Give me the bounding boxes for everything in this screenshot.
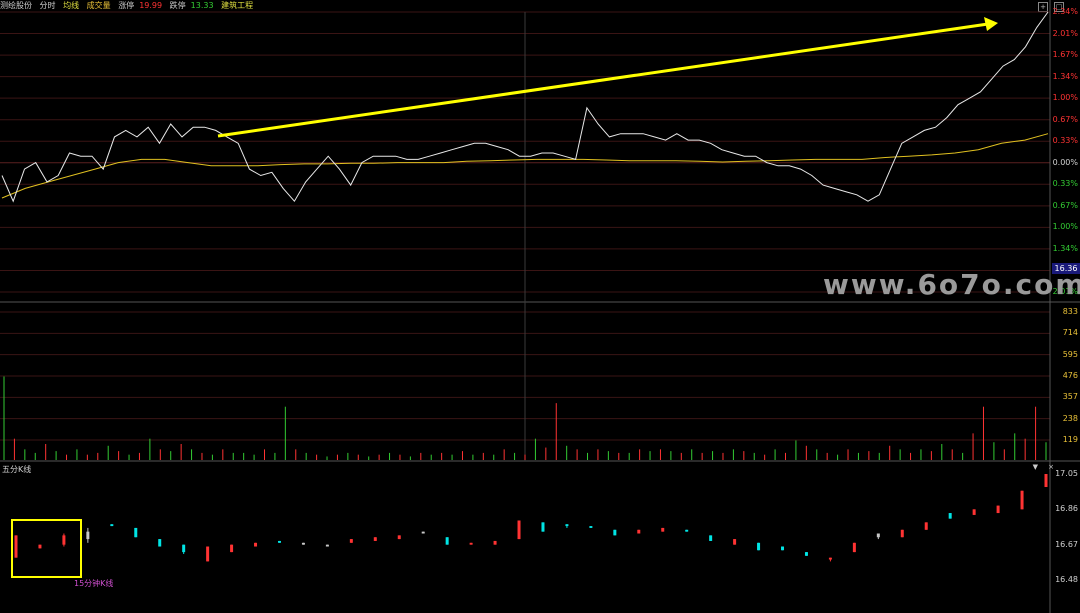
- price-axis-label: 0.33%: [1052, 136, 1078, 146]
- kline-candle: [852, 542, 856, 553]
- kline-candle: [589, 526, 593, 528]
- kline-candle: [397, 535, 401, 540]
- kline-candle: [804, 552, 808, 556]
- kline-candle: [158, 539, 162, 547]
- kline-candle: [900, 529, 904, 538]
- price-axis-label: 2.01%: [1052, 287, 1078, 296]
- price-line: [1, 11, 1049, 203]
- kline-title[interactable]: 五分K线: [2, 465, 32, 474]
- volume-axis-label: 595: [1062, 349, 1078, 359]
- price-axis-label: 1.34%: [1052, 243, 1078, 253]
- price-axis-label: 0.00%: [1052, 157, 1078, 167]
- kline-candle: [14, 535, 18, 558]
- kline-candle: [781, 546, 785, 551]
- avg-line-label[interactable]: 均线: [63, 1, 80, 10]
- kline-candle: [685, 529, 689, 532]
- kline-axis-label: 17.05: [1055, 469, 1078, 478]
- kline-candle: [924, 522, 928, 530]
- price-axis-label: 1.67%: [1052, 50, 1078, 60]
- stock-name[interactable]: 测绘股份: [0, 1, 32, 10]
- header-bar: 测绘股份 分时 均线 成交量 涨停 19.99 跌停 13.33 建筑工程: [0, 0, 1050, 12]
- kline-candle: [733, 539, 737, 545]
- limit-up-value: 19.99: [139, 1, 163, 10]
- kline-axis-label: 16.48: [1055, 575, 1078, 584]
- kline-15m-highlight-box: [11, 519, 82, 578]
- kline-candle: [972, 509, 976, 515]
- volume-axis-label: 714: [1062, 328, 1078, 338]
- kline-candle: [86, 531, 90, 540]
- price-axis-label: 1.34%: [1052, 71, 1078, 81]
- limit-up-label: 涨停: [118, 1, 135, 10]
- dropdown-icon[interactable]: ▼: [1032, 463, 1038, 471]
- price-axis-label: 0.33%: [1052, 179, 1078, 189]
- limit-down-label: 跌停: [169, 1, 186, 10]
- kline-candle: [373, 537, 377, 541]
- volume-axis-label: 833: [1062, 307, 1078, 316]
- volume-axis-label: 238: [1062, 413, 1078, 423]
- kline-candle: [110, 524, 114, 527]
- trend-arrow: [217, 22, 989, 138]
- kline-candle: [1020, 490, 1024, 510]
- price-axis-label: 0.67%: [1052, 200, 1078, 210]
- kline-candle: [254, 542, 258, 547]
- kline-candle: [541, 522, 545, 532]
- kline-candle: [876, 533, 880, 538]
- kline-candle: [277, 540, 281, 543]
- kline-candle: [301, 542, 305, 545]
- kline-axis-label: 16.86: [1055, 504, 1078, 514]
- kline-candle: [349, 539, 353, 543]
- volume-axis-label: 357: [1062, 392, 1078, 402]
- trend-arrow-head: [984, 17, 998, 31]
- kline-candle: [206, 546, 210, 562]
- kline-candle: [948, 513, 952, 519]
- kline-candle: [182, 544, 186, 553]
- kline-candle: [1044, 474, 1048, 488]
- price-axis-label: 2.34%: [1052, 7, 1078, 16]
- sector-label[interactable]: 建筑工程: [221, 1, 254, 10]
- current-price-tag: 16.36: [1052, 263, 1080, 274]
- price-axis-label: 2.01%: [1052, 28, 1078, 38]
- kline-candle: [996, 505, 1000, 514]
- limit-down-value: 13.33: [190, 1, 214, 10]
- kline-candle: [661, 527, 665, 532]
- kline-candle: [421, 531, 425, 534]
- kline-15m-annotation: 15分钟K线: [74, 579, 114, 588]
- price-axis-label: 1.00%: [1052, 222, 1078, 232]
- kline-candle: [493, 540, 497, 545]
- kline-candle: [134, 527, 138, 538]
- volume-axis-label: 119: [1062, 435, 1078, 444]
- kline-candle: [230, 544, 234, 553]
- kline-candle: [613, 529, 617, 536]
- maximize-icon[interactable]: □: [1054, 2, 1064, 12]
- kline-axis-label: 16.67: [1055, 539, 1078, 549]
- kline-candle: [565, 524, 569, 527]
- avg-price-line: [1, 133, 1049, 199]
- mode-label[interactable]: 分时: [39, 1, 56, 10]
- kline-candle: [828, 557, 832, 560]
- watermark: www.6o7o.com: [823, 268, 1080, 301]
- volume-axis-label: 476: [1062, 371, 1078, 380]
- kline-candle: [709, 535, 713, 541]
- kline-candle: [445, 537, 449, 545]
- price-axis-label: 1.00%: [1052, 93, 1078, 103]
- kline-candle: [637, 529, 641, 534]
- kline-candle: [517, 520, 521, 540]
- volume-label[interactable]: 成交量: [86, 1, 111, 10]
- price-axis-label: 0.67%: [1052, 114, 1078, 124]
- kline-candle: [469, 542, 473, 545]
- kline-candle: [325, 544, 329, 547]
- kline-candle: [38, 544, 42, 549]
- kline-candle: [757, 542, 761, 551]
- kline-candle: [62, 535, 66, 545]
- close-icon[interactable]: ×: [1048, 463, 1054, 471]
